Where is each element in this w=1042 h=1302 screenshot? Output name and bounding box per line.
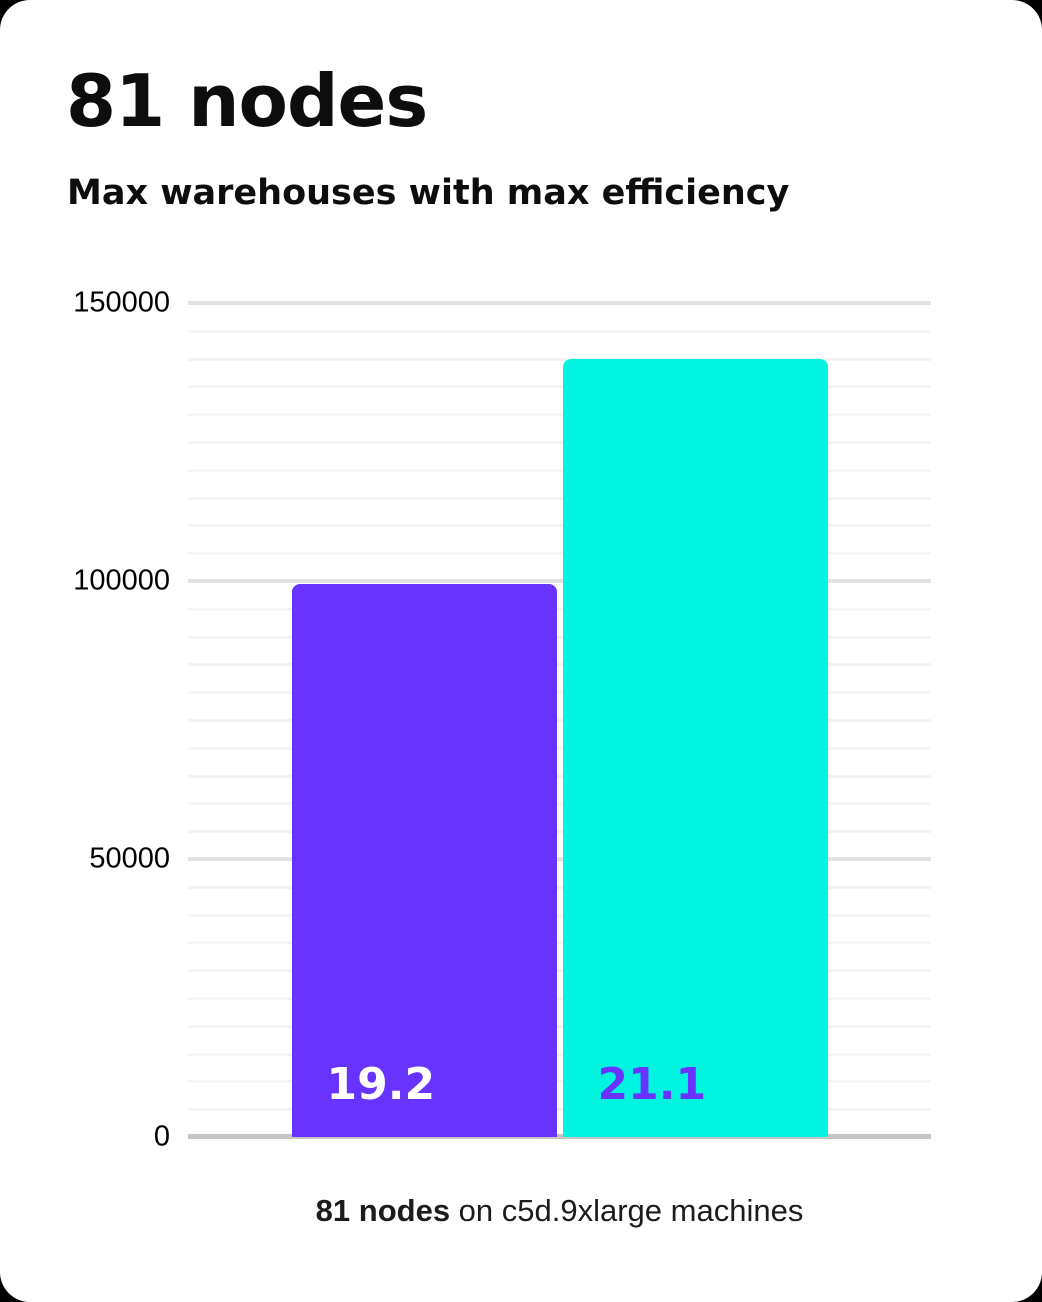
y-tick-label-150000: 150000 <box>73 286 170 319</box>
gridline-85000 <box>188 663 931 667</box>
gridline-5000 <box>188 1108 931 1112</box>
gridline-80000 <box>188 691 931 695</box>
gridline-20000 <box>188 1024 931 1028</box>
gridline-45000 <box>188 885 931 889</box>
gridline-50000 <box>188 857 931 862</box>
gridline-130000 <box>188 413 931 417</box>
gridline-120000 <box>188 468 931 472</box>
y-tick-label-50000: 50000 <box>89 842 170 875</box>
gridline-110000 <box>188 524 931 528</box>
bar-value-label-19.2: 19.2 <box>326 1059 436 1110</box>
gridline-65000 <box>188 774 931 778</box>
page-subtitle: Max warehouses with max efficiency <box>67 173 790 213</box>
gridline-105000 <box>188 552 931 556</box>
plot-area: 19.2 21.1 <box>188 301 931 1139</box>
gridline-150000 <box>188 301 931 305</box>
gridline-140000 <box>188 357 931 361</box>
x-axis-baseline <box>188 1134 931 1139</box>
gridline-75000 <box>188 719 931 722</box>
chart-caption: 81 nodes on c5d.9xlarge machines <box>188 1192 931 1231</box>
y-axis-tick-labels: 0 50000 100000 150000 <box>0 288 170 1151</box>
y-tick-label-0: 0 <box>153 1120 170 1153</box>
gridline-60000 <box>188 802 931 806</box>
gridline-125000 <box>188 441 931 444</box>
gridline-15000 <box>188 1052 931 1056</box>
bar-v21.1: 21.1 <box>562 358 828 1137</box>
y-tick-label-100000: 100000 <box>73 564 170 597</box>
gridline-70000 <box>188 746 931 750</box>
gridline-25000 <box>188 997 931 1001</box>
gridline-145000 <box>188 329 931 333</box>
bar-value-label-21.1: 21.1 <box>597 1059 707 1110</box>
gridline-35000 <box>188 941 931 945</box>
page-title: 81 nodes <box>66 59 428 143</box>
gridline-40000 <box>188 913 931 917</box>
gridline-55000 <box>188 830 931 834</box>
gridline-135000 <box>188 385 931 389</box>
gridline-115000 <box>188 496 931 500</box>
gridline-95000 <box>188 607 931 611</box>
gridline-100000 <box>188 579 931 584</box>
caption-regular-text: on c5d.9xlarge machines <box>450 1193 804 1228</box>
gridline-10000 <box>188 1080 931 1084</box>
gridline-30000 <box>188 969 931 973</box>
caption-bold-text: 81 nodes <box>315 1193 451 1228</box>
gridline-90000 <box>188 635 931 639</box>
bar-v19.2: 19.2 <box>291 583 557 1137</box>
